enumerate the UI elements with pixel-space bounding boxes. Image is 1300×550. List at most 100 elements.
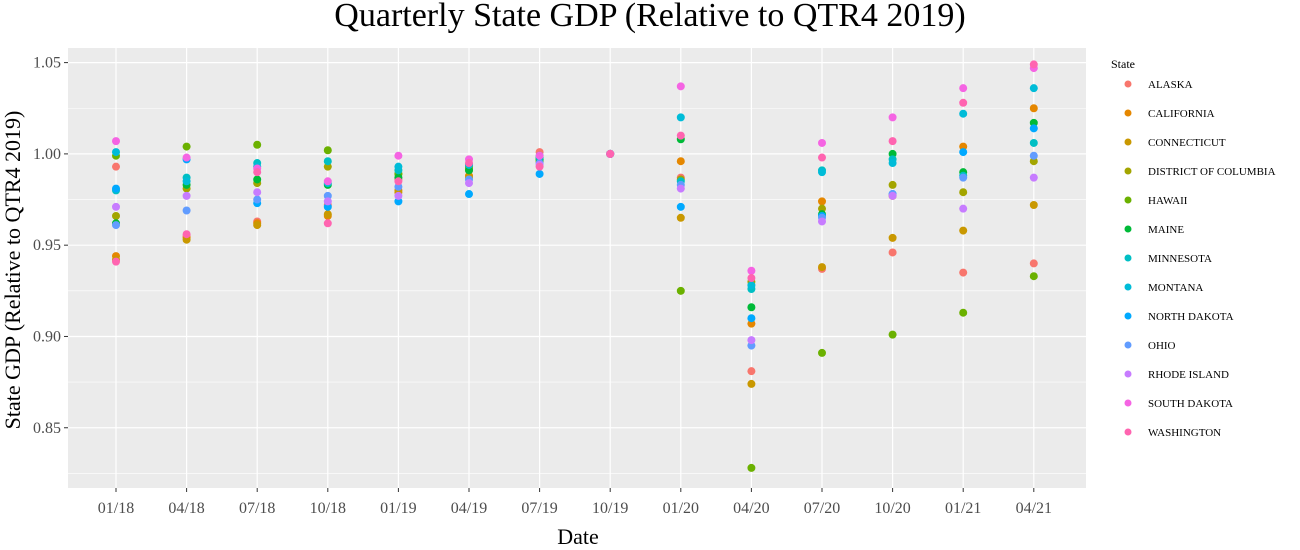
data-point bbox=[253, 168, 262, 177]
legend-label: WASHINGTON bbox=[1148, 427, 1221, 439]
data-point bbox=[112, 162, 120, 171]
legend-label: DISTRICT OF COLUMBIA bbox=[1148, 166, 1276, 178]
data-point bbox=[888, 191, 897, 200]
data-point bbox=[323, 191, 332, 200]
legend-label: MINNESOTA bbox=[1148, 253, 1212, 265]
data-point bbox=[323, 210, 332, 219]
data-point bbox=[535, 169, 544, 178]
data-point bbox=[676, 286, 685, 295]
data-point bbox=[888, 137, 897, 146]
data-point bbox=[959, 98, 968, 107]
data-point bbox=[112, 221, 120, 230]
data-point bbox=[818, 168, 826, 177]
data-point bbox=[1029, 104, 1038, 113]
x-axis-label: Date bbox=[557, 524, 599, 549]
data-point bbox=[394, 151, 403, 160]
data-point bbox=[323, 202, 332, 211]
legend-key bbox=[1124, 254, 1132, 262]
data-point bbox=[747, 303, 756, 312]
data-point bbox=[535, 162, 544, 171]
data-point bbox=[1029, 157, 1038, 166]
data-point bbox=[676, 113, 685, 122]
data-point bbox=[747, 314, 756, 323]
x-tick-label: 10/18 bbox=[310, 500, 346, 517]
legend-key bbox=[1124, 138, 1132, 146]
data-point bbox=[959, 84, 968, 93]
data-point bbox=[818, 348, 826, 357]
legend-key bbox=[1124, 370, 1132, 378]
data-point bbox=[535, 151, 544, 160]
data-point bbox=[676, 213, 685, 222]
legend-label: MONTANA bbox=[1148, 282, 1203, 294]
data-point bbox=[888, 113, 897, 122]
x-tick-label: 10/20 bbox=[874, 500, 910, 517]
legend-key bbox=[1124, 283, 1132, 291]
data-point bbox=[394, 182, 403, 191]
y-tick-label: 0.85 bbox=[33, 420, 61, 437]
data-point bbox=[1029, 151, 1038, 160]
data-point bbox=[818, 204, 826, 213]
data-point bbox=[112, 184, 120, 193]
y-tick-label: 1.05 bbox=[33, 55, 61, 72]
data-point bbox=[112, 148, 120, 157]
panel-background bbox=[68, 48, 1086, 488]
x-tick-label: 07/18 bbox=[239, 500, 275, 517]
data-point bbox=[747, 341, 756, 350]
data-points bbox=[112, 60, 1038, 472]
legend-key bbox=[1124, 399, 1132, 407]
data-point bbox=[323, 162, 332, 171]
data-point bbox=[747, 274, 756, 283]
x-tick-label: 04/20 bbox=[733, 500, 769, 517]
data-point bbox=[394, 197, 403, 206]
x-tick-label: 01/18 bbox=[98, 500, 134, 517]
data-point bbox=[323, 146, 332, 155]
data-point bbox=[1029, 272, 1038, 281]
legend-label: SOUTH DAKOTA bbox=[1148, 398, 1233, 410]
legend-key bbox=[1124, 167, 1132, 175]
data-point bbox=[606, 149, 615, 158]
legend-label: HAWAII bbox=[1148, 195, 1188, 207]
legend: State ALASKA CALIFORNIA CONNECTICUT DISTRIC… bbox=[1111, 57, 1276, 439]
data-point bbox=[1029, 124, 1038, 133]
chart-title: Quarterly State GDP (Relative to QTR4 20… bbox=[334, 0, 965, 34]
data-point bbox=[1029, 201, 1038, 210]
data-point bbox=[182, 230, 191, 239]
data-point bbox=[182, 235, 191, 244]
data-point bbox=[676, 184, 685, 193]
data-point bbox=[1029, 84, 1038, 93]
data-point bbox=[747, 336, 756, 345]
legend-key bbox=[1124, 196, 1132, 204]
data-point bbox=[747, 319, 756, 328]
data-point bbox=[253, 175, 262, 184]
data-point bbox=[112, 211, 120, 220]
data-point bbox=[323, 197, 332, 206]
x-tick-label: 07/19 bbox=[521, 500, 557, 517]
y-axis-label: State GDP (Relative to QTR4 2019) bbox=[0, 111, 25, 430]
data-point bbox=[253, 140, 262, 149]
legend-title: State bbox=[1111, 57, 1135, 71]
data-point bbox=[959, 226, 968, 235]
data-point bbox=[888, 149, 897, 158]
data-point bbox=[888, 180, 897, 189]
data-point bbox=[959, 268, 968, 277]
legend-label: CALIFORNIA bbox=[1148, 108, 1215, 120]
x-tick-label: 04/19 bbox=[451, 500, 487, 517]
data-point bbox=[959, 109, 968, 118]
data-point bbox=[959, 308, 968, 317]
data-point bbox=[959, 148, 968, 157]
data-point bbox=[888, 248, 897, 257]
data-point bbox=[323, 177, 332, 186]
data-point bbox=[676, 82, 685, 91]
data-point bbox=[888, 233, 897, 242]
legend-label: ALASKA bbox=[1148, 79, 1193, 91]
data-point bbox=[182, 142, 191, 151]
data-point bbox=[888, 159, 897, 168]
y-tick-label: 0.90 bbox=[33, 328, 61, 345]
data-point bbox=[1029, 259, 1038, 268]
data-point bbox=[465, 159, 473, 168]
data-point bbox=[1029, 138, 1038, 147]
data-point bbox=[959, 188, 968, 197]
data-point bbox=[465, 166, 473, 175]
data-point bbox=[323, 157, 332, 166]
